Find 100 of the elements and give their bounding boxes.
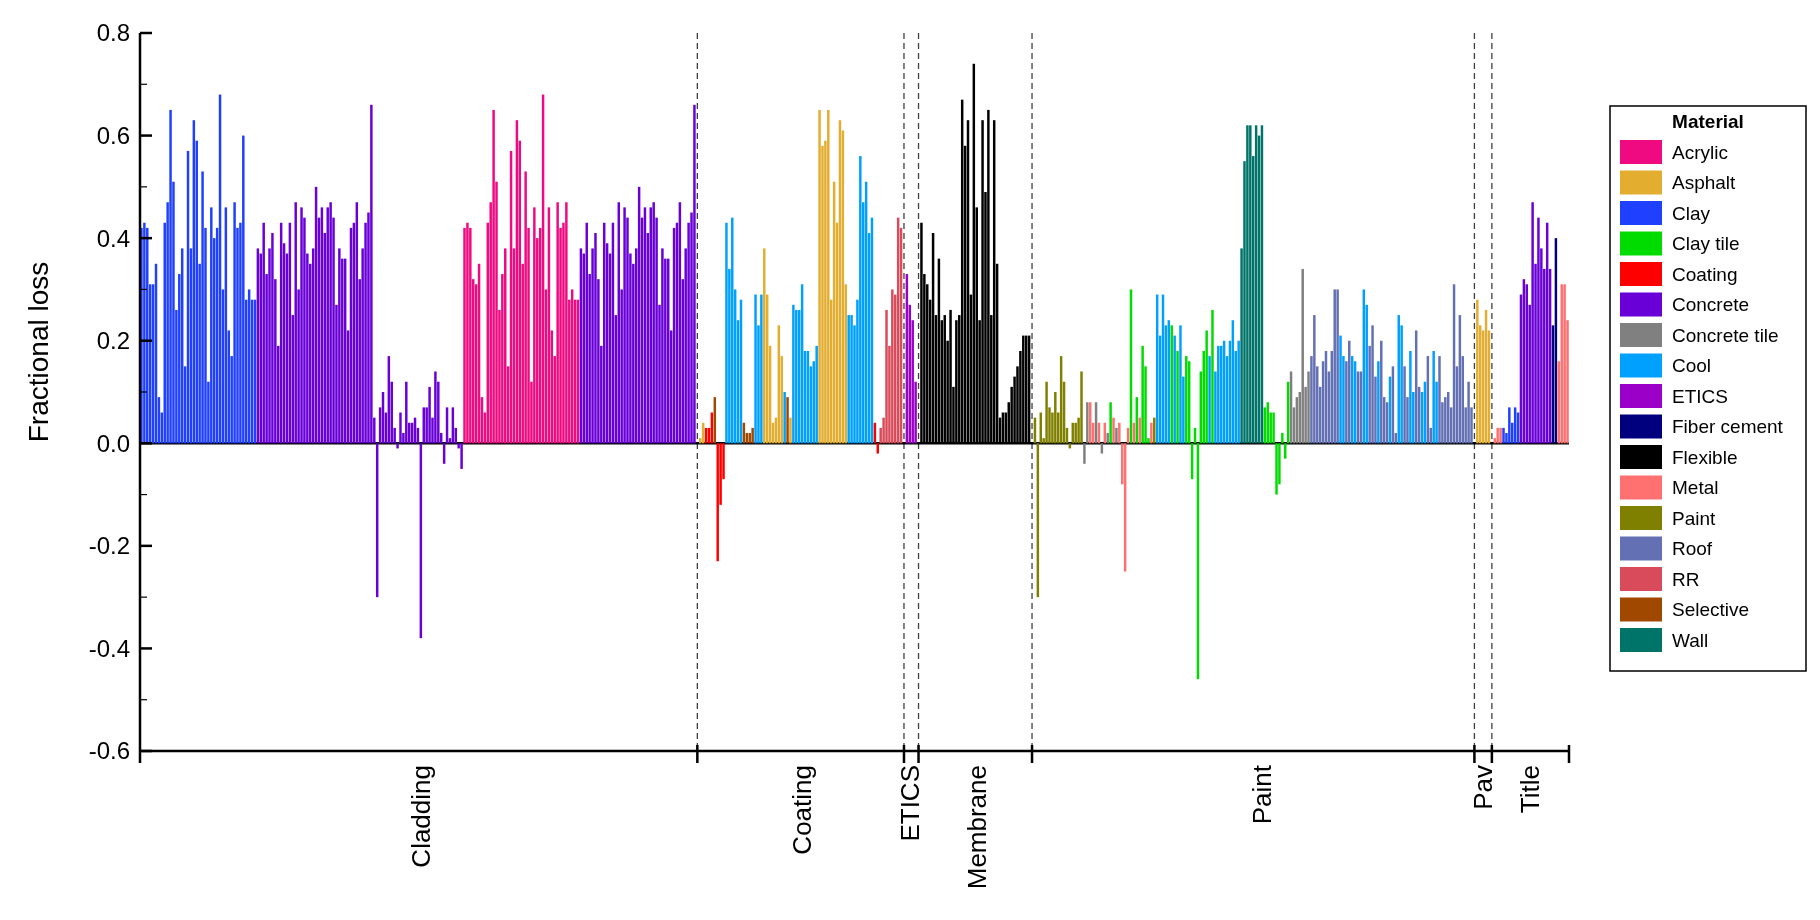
- legend-label: Metal: [1672, 477, 1719, 499]
- legend-label: Clay: [1672, 202, 1711, 224]
- bar: [1563, 284, 1566, 444]
- x-tick-label: Title: [1514, 765, 1545, 814]
- legend-label: Paint: [1672, 507, 1717, 529]
- bar: [1496, 427, 1499, 444]
- bar: [1371, 325, 1374, 444]
- bar: [329, 202, 332, 444]
- bar: [1211, 309, 1214, 444]
- bar: [1301, 268, 1304, 444]
- bar: [556, 202, 559, 444]
- y-tick-label: 0.4: [96, 224, 130, 252]
- legend-label: Clay tile: [1672, 233, 1740, 255]
- bar: [466, 222, 469, 444]
- bar: [469, 227, 472, 444]
- y-axis-title: Fractional loss: [23, 261, 54, 443]
- bar: [1409, 350, 1412, 444]
- bar: [783, 392, 786, 444]
- legend-label: Roof: [1672, 538, 1713, 560]
- x-tick-label: Paint: [1247, 764, 1278, 825]
- legend-label: Concrete: [1672, 294, 1750, 316]
- x-tick-label: ETICS: [894, 765, 925, 842]
- bar: [1307, 371, 1310, 444]
- bar: [1150, 422, 1153, 444]
- bar: [1118, 422, 1121, 444]
- bar: [210, 207, 213, 444]
- x-tick-label: Cladding: [405, 765, 436, 868]
- legend-title: Material: [1672, 111, 1744, 132]
- legend-label: Selective: [1672, 599, 1750, 621]
- bar: [262, 222, 265, 444]
- bar: [1432, 350, 1435, 444]
- bar: [786, 397, 789, 444]
- bar: [1313, 315, 1316, 444]
- legend-label: Fiber cement: [1672, 416, 1784, 438]
- bar: [1537, 217, 1540, 444]
- bar: [1348, 340, 1351, 444]
- bar: [1380, 340, 1383, 444]
- bar: [146, 227, 149, 444]
- bar: [693, 104, 696, 444]
- bar: [1205, 330, 1208, 444]
- bar: [434, 371, 437, 444]
- bar: [1281, 433, 1284, 444]
- y-tick-label: -0.6: [88, 737, 130, 765]
- bar: [565, 202, 568, 444]
- bar: [1272, 412, 1275, 444]
- bar: [1467, 381, 1470, 444]
- bar: [815, 345, 818, 444]
- bar: [1377, 361, 1380, 444]
- bar: [271, 233, 274, 444]
- bar: [885, 309, 888, 444]
- bar: [533, 207, 536, 444]
- bar: [370, 104, 373, 444]
- bar: [1176, 350, 1179, 444]
- bar: [1185, 356, 1188, 444]
- bar: [1106, 433, 1109, 444]
- bar: [1476, 299, 1479, 444]
- bar: [725, 222, 728, 444]
- bar: [623, 207, 626, 444]
- bar: [1045, 381, 1048, 444]
- bar: [891, 289, 894, 444]
- bar: [1339, 335, 1342, 444]
- legend-label: Flexible: [1672, 446, 1738, 468]
- bar: [405, 381, 408, 444]
- bar: [1054, 392, 1057, 444]
- x-tick-label: Membrane: [961, 765, 992, 890]
- bar: [1531, 202, 1534, 444]
- bar: [594, 233, 597, 444]
- bar: [1080, 371, 1083, 444]
- bar: [1508, 407, 1511, 444]
- bar: [751, 427, 754, 444]
- bar: [396, 443, 399, 449]
- legend-label: ETICS: [1672, 385, 1728, 407]
- x-tick-label: Pav: [1468, 765, 1499, 810]
- bar: [1237, 340, 1240, 444]
- bar: [652, 202, 655, 444]
- bar: [716, 443, 719, 562]
- bar: [463, 227, 466, 444]
- bar: [294, 202, 297, 444]
- legend-label: Cool: [1672, 355, 1712, 377]
- bar: [827, 109, 830, 444]
- bar: [760, 294, 763, 444]
- bar: [1249, 125, 1252, 444]
- bar: [201, 171, 204, 444]
- bar: [1333, 289, 1336, 444]
- legend-label: Coating: [1672, 263, 1738, 285]
- bar: [1141, 345, 1144, 444]
- bar: [847, 315, 850, 444]
- bar: [1109, 402, 1112, 444]
- bar: [1173, 335, 1176, 444]
- legend-label: Acrylic: [1672, 141, 1728, 163]
- y-tick-label: 0.8: [96, 19, 130, 47]
- bar: [460, 443, 463, 469]
- bar: [1208, 356, 1211, 444]
- bar: [1438, 356, 1441, 444]
- bar: [1115, 427, 1118, 444]
- bar: [1112, 417, 1115, 444]
- x-tick-label: Coating: [787, 765, 818, 855]
- bar: [233, 202, 236, 444]
- y-tick-label: 0.2: [96, 327, 130, 355]
- bar: [850, 315, 853, 444]
